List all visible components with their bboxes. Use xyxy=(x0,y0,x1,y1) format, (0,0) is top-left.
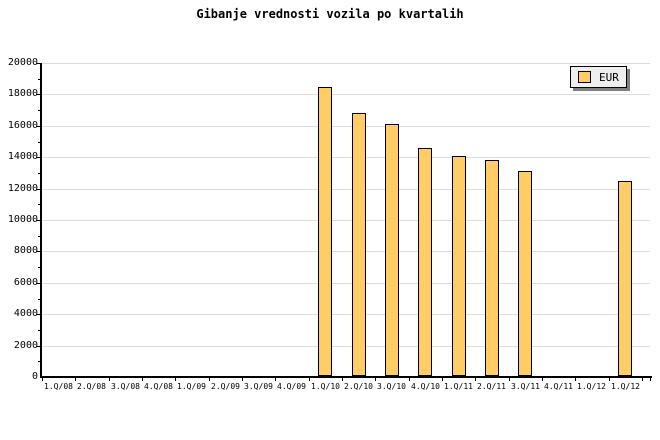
x-axis-tick xyxy=(609,377,610,381)
x-axis-label: 1.Q/12 xyxy=(577,382,606,391)
y-axis-label: 20000 xyxy=(7,57,38,68)
y-axis-tick xyxy=(38,361,41,362)
bar-4.Q/10 xyxy=(418,148,432,376)
y-gridline xyxy=(42,126,650,127)
y-gridline xyxy=(42,94,650,95)
y-axis-label: 14000 xyxy=(7,151,38,162)
y-axis-label: 16000 xyxy=(7,120,38,131)
x-axis-tick xyxy=(509,377,510,381)
x-axis-tick xyxy=(309,377,310,381)
x-axis-tick xyxy=(175,377,176,381)
y-gridline xyxy=(42,346,650,347)
y-axis-label: 18000 xyxy=(7,88,38,99)
x-axis-label: 4.Q/10 xyxy=(411,382,440,391)
bar-1.Q/10 xyxy=(318,87,332,376)
chart-legend: EUR xyxy=(570,66,627,88)
x-axis-label: 1.Q/10 xyxy=(311,382,340,391)
y-axis-tick xyxy=(36,220,41,221)
y-gridline xyxy=(42,220,650,221)
y-axis-tick xyxy=(38,142,41,143)
x-axis-tick xyxy=(42,377,43,381)
y-axis-tick xyxy=(38,299,41,300)
bar-3.Q/11 xyxy=(518,171,532,376)
x-axis-label: 1.Q/12 xyxy=(611,382,640,391)
y-axis-tick xyxy=(38,110,41,111)
y-gridline xyxy=(42,314,650,315)
x-axis-label: 3.Q/11 xyxy=(511,382,540,391)
x-axis-tick xyxy=(542,377,543,381)
y-axis-tick xyxy=(36,189,41,190)
bar-1.Q/12 xyxy=(618,181,632,376)
x-axis-label: 4.Q/08 xyxy=(144,382,173,391)
legend-label: EUR xyxy=(599,70,619,84)
y-axis-label: 2000 xyxy=(13,340,38,351)
y-axis-tick xyxy=(36,63,41,64)
bar-2.Q/10 xyxy=(352,113,366,376)
x-axis-label: 2.Q/09 xyxy=(211,382,240,391)
x-axis-label: 1.Q/09 xyxy=(177,382,206,391)
bar-3.Q/10 xyxy=(385,124,399,376)
x-axis-label: 1.Q/08 xyxy=(44,382,73,391)
y-axis-label: 4000 xyxy=(13,308,38,319)
y-axis-label: 6000 xyxy=(13,277,38,288)
x-axis-label: 3.Q/08 xyxy=(111,382,140,391)
y-axis-tick xyxy=(38,79,41,80)
x-axis-label: 2.Q/08 xyxy=(77,382,106,391)
y-gridline xyxy=(42,63,650,64)
y-axis-tick xyxy=(38,173,41,174)
y-axis-tick xyxy=(38,330,41,331)
x-axis-label: 4.Q/09 xyxy=(277,382,306,391)
y-axis-label: 12000 xyxy=(7,183,38,194)
x-axis-tick xyxy=(342,377,343,381)
y-axis-tick xyxy=(36,251,41,252)
x-axis-label: 4.Q/11 xyxy=(544,382,573,391)
y-gridline xyxy=(42,251,650,252)
x-axis-label: 2.Q/11 xyxy=(477,382,506,391)
x-axis-tick xyxy=(375,377,376,381)
y-axis-tick xyxy=(36,126,41,127)
x-axis-label: 1.Q/11 xyxy=(444,382,473,391)
y-axis-tick xyxy=(38,204,41,205)
y-axis-tick xyxy=(36,283,41,284)
x-axis-label: 2.Q/10 xyxy=(344,382,373,391)
y-axis-label: 10000 xyxy=(7,214,38,225)
y-gridline xyxy=(42,157,650,158)
x-axis-tick xyxy=(242,377,243,381)
x-axis-tick xyxy=(642,377,643,381)
x-axis-tick xyxy=(109,377,110,381)
x-axis-tick xyxy=(475,377,476,381)
y-axis-label: 0 xyxy=(31,371,38,382)
x-axis-tick xyxy=(442,377,443,381)
y-axis-tick xyxy=(36,314,41,315)
y-gridline xyxy=(42,189,650,190)
x-axis-tick xyxy=(209,377,210,381)
x-axis-tick xyxy=(409,377,410,381)
legend-swatch-eur xyxy=(578,71,591,83)
y-axis-tick xyxy=(36,346,41,347)
bar-1.Q/11 xyxy=(452,156,466,376)
y-axis-tick xyxy=(38,267,41,268)
x-axis-label: 3.Q/10 xyxy=(377,382,406,391)
x-axis-tick xyxy=(142,377,143,381)
x-axis-label: 3.Q/09 xyxy=(244,382,273,391)
x-axis-tick xyxy=(75,377,76,381)
y-axis-tick xyxy=(36,157,41,158)
chart-title: Gibanje vrednosti vozila po kvartalih xyxy=(196,7,464,21)
y-axis-tick xyxy=(36,94,41,95)
y-axis-tick xyxy=(38,236,41,237)
y-axis-label: 8000 xyxy=(13,245,38,256)
x-axis xyxy=(40,376,652,378)
x-axis-tick xyxy=(650,377,651,381)
x-axis-tick xyxy=(575,377,576,381)
y-gridline xyxy=(42,283,650,284)
x-axis-tick xyxy=(275,377,276,381)
y-axis xyxy=(40,63,42,378)
bar-2.Q/11 xyxy=(485,160,499,376)
